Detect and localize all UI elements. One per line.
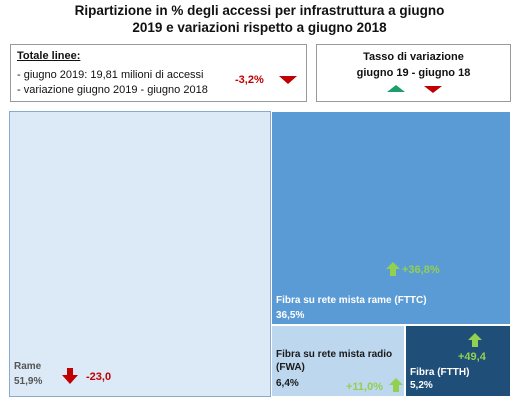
totale-linee-title: Totale linee: (17, 50, 81, 62)
tile-rame-share: 51,9% (14, 376, 43, 387)
tile-fwa-variation: +11,0% (346, 381, 384, 393)
tile-rame-label: Rame (14, 361, 42, 372)
totale-variation: -3,2% (235, 74, 264, 86)
chart-title-line1: Ripartizione in % degli accessi per infr… (74, 3, 445, 18)
tile-ftth: +49,4 Fibra (FTTH) 5,2% (405, 325, 511, 397)
arrow-down-red-icon (279, 76, 297, 84)
tile-rame: Rame 51,9% -23,0 (9, 111, 271, 397)
arrow-up-green-icon (468, 333, 482, 347)
legend-subtitle: giugno 19 - giugno 18 (356, 67, 471, 79)
legend-title: Tasso di variazione (363, 51, 464, 63)
arrow-down-red-icon (62, 368, 78, 384)
tile-fwa-share: 6,4% (276, 378, 299, 389)
chart-title: Ripartizione in % degli accessi per infr… (0, 2, 519, 36)
totale-linee-box: Totale linee: - giugno 2019: 19,81 milio… (10, 44, 307, 102)
totale-linee-line2: - variazione giugno 2019 - giugno 2018 (17, 84, 208, 96)
totale-linee-line1: - giugno 2019: 19,81 milioni di accessi (17, 69, 204, 81)
tile-fttc-variation: +36,8% (402, 264, 440, 276)
arrow-up-green-icon (386, 262, 400, 276)
tile-rame-variation: -23,0 (86, 371, 112, 383)
tile-ftth-share: 5,2% (410, 380, 433, 391)
arrow-down-red-icon (424, 86, 442, 93)
tile-ftth-label: Fibra (FTTH) (410, 367, 470, 378)
tile-fttc: +36,8% Fibra su rete mista rame (FTTC) 3… (271, 111, 511, 325)
chart-title-line2: 2019 e variazioni rispetto a giugno 2018 (132, 20, 387, 35)
tile-fwa: Fibra su rete mista radio (FWA) 6,4% +11… (271, 325, 405, 397)
arrow-up-green-icon (389, 378, 403, 392)
tile-fwa-label: Fibra su rete mista radio (FWA) (276, 349, 393, 373)
tile-ftth-variation: +49,4 (458, 351, 486, 363)
tile-fttc-share: 36,5% (276, 310, 305, 321)
arrow-up-green-icon (387, 85, 405, 92)
legend-box: Tasso di variazione giugno 19 - giugno 1… (316, 44, 511, 102)
tile-fttc-label: Fibra su rete mista rame (FTTC) (276, 295, 427, 306)
